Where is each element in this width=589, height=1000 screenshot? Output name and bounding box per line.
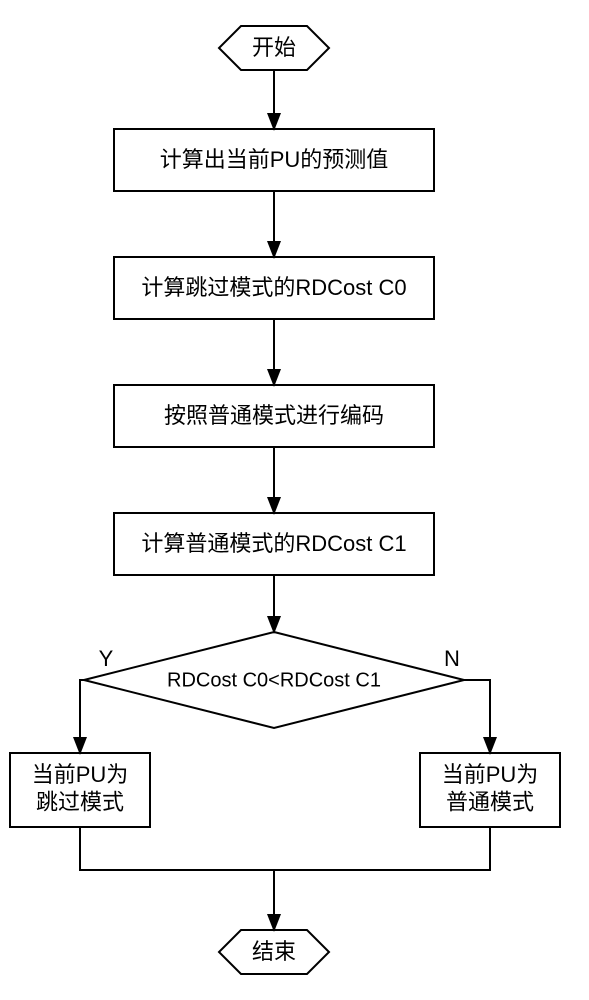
step4-label: 计算普通模式的RDCost C1 bbox=[141, 531, 406, 556]
decision-label: RDCost C0<RDCost C1 bbox=[167, 669, 381, 691]
resN-label: 普通模式 bbox=[446, 790, 534, 815]
step1-label: 计算出当前PU的预测值 bbox=[160, 147, 389, 172]
start-label: 开始 bbox=[252, 35, 296, 60]
edge-5-label: Y bbox=[99, 646, 114, 671]
resN-label: 当前PU为 bbox=[442, 762, 539, 787]
resY-label: 当前PU为 bbox=[32, 762, 129, 787]
end-label: 结束 bbox=[252, 939, 296, 964]
edge-6-label: N bbox=[444, 646, 460, 671]
step3-label: 按照普通模式进行编码 bbox=[164, 403, 384, 428]
edge-6 bbox=[464, 680, 490, 753]
edge-5 bbox=[80, 680, 84, 753]
resY-label: 跳过模式 bbox=[36, 790, 124, 815]
edge-7 bbox=[80, 827, 490, 870]
step2-label: 计算跳过模式的RDCost C0 bbox=[141, 275, 406, 300]
